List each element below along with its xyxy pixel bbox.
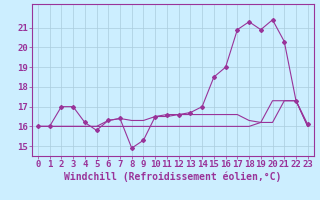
X-axis label: Windchill (Refroidissement éolien,°C): Windchill (Refroidissement éolien,°C) <box>64 172 282 182</box>
